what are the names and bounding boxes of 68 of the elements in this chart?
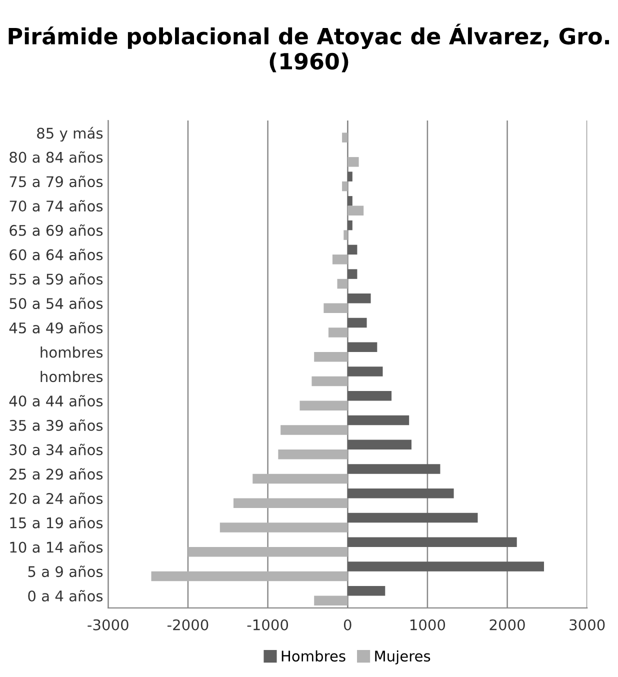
bar — [348, 464, 440, 474]
bar — [348, 366, 383, 376]
y-tick-label: 15 a 19 años — [10, 516, 103, 528]
y-tick-label: 75 a 79 años — [10, 176, 103, 188]
y-tick-label: 10 a 14 años — [10, 541, 103, 553]
y-tick-label: 25 a 29 años — [10, 468, 103, 480]
bar — [348, 488, 454, 498]
y-tick-label: 40 a 44 años — [9, 394, 103, 407]
y-tick-label: 65 a 69 años — [10, 224, 103, 236]
y-tick-label: 35 a 39 años — [10, 419, 103, 431]
x-tick-label: -2000 — [168, 619, 208, 630]
bar — [348, 512, 478, 523]
bar — [188, 547, 348, 557]
bar — [252, 474, 348, 484]
y-tick-label: 30 a 34 años — [10, 444, 103, 456]
bar — [151, 571, 348, 582]
y-tick-label: hombres — [40, 370, 103, 382]
x-tick-label: -3000 — [88, 619, 128, 630]
bar — [220, 522, 348, 532]
x-tick-label: -1000 — [247, 619, 288, 630]
bar — [348, 206, 364, 216]
bar — [348, 562, 544, 572]
legend-label: Mujeres — [375, 650, 430, 664]
x-tick-label: 0 — [344, 619, 352, 630]
bar — [344, 230, 348, 240]
bar — [233, 498, 348, 508]
bar — [332, 254, 348, 264]
bar — [348, 586, 386, 596]
bar — [337, 278, 348, 289]
bar — [278, 450, 348, 460]
bar — [348, 269, 358, 279]
bar — [314, 596, 348, 606]
bar — [342, 132, 348, 142]
y-tick-label: hombres — [40, 346, 103, 358]
bar — [324, 303, 348, 314]
y-tick-label: 20 a 24 años — [10, 492, 103, 504]
y-tick-label: 0 a 4 años — [28, 590, 103, 602]
bar — [348, 157, 359, 167]
bar — [348, 440, 412, 450]
bar — [300, 400, 348, 411]
bar — [348, 220, 352, 230]
y-tick-label: 80 a 84 años — [10, 151, 103, 163]
y-tick-label: 70 a 74 años — [10, 200, 103, 212]
bar — [314, 352, 348, 362]
x-tick-label: 2000 — [490, 619, 525, 630]
bar — [348, 415, 410, 426]
y-tick-label: 85 y más — [37, 126, 103, 142]
x-tick-label: 1000 — [410, 619, 446, 630]
bar — [312, 376, 348, 386]
bar — [348, 342, 378, 352]
y-tick-label: 50 a 54 años — [10, 298, 103, 310]
y-tick-label: 55 a 59 años — [10, 273, 103, 285]
chart-title: Pirámide poblacional de Atoyac de Álvarez, Gro. (1960) — [8, 24, 609, 72]
bar — [328, 328, 348, 338]
bar — [348, 244, 358, 255]
bar — [348, 196, 352, 206]
legend-label: Hombres — [282, 650, 346, 662]
x-tick-label: 3000 — [570, 619, 605, 630]
y-tick-label: 60 a 64 años — [10, 248, 103, 260]
bar — [280, 425, 348, 435]
bar — [348, 294, 371, 304]
y-tick-label: 5 a 9 años — [28, 566, 103, 578]
y-tick-label: 45 a 49 años — [9, 322, 103, 334]
bar — [348, 537, 517, 548]
bar — [348, 318, 367, 328]
bar — [342, 181, 348, 192]
bar — [348, 172, 352, 182]
bar — [348, 391, 392, 401]
